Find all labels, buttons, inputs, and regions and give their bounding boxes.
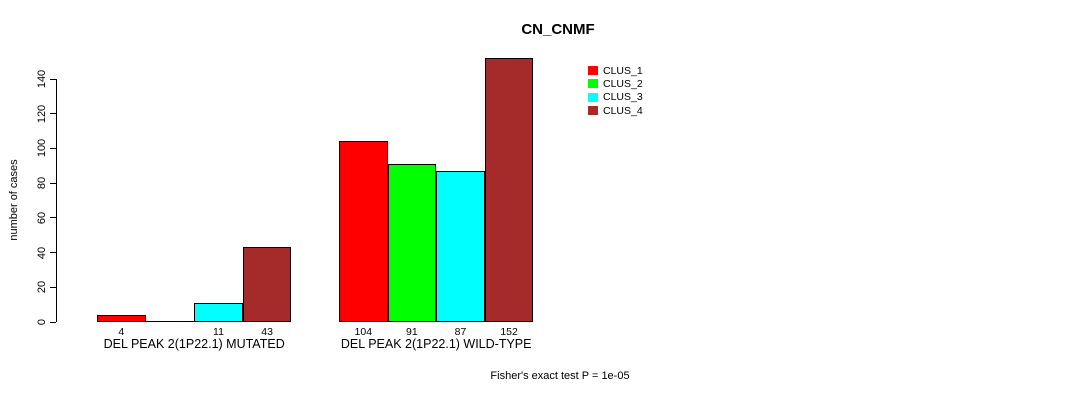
y-tick-label: 20 — [36, 281, 48, 294]
bar-value-label: 11 — [213, 326, 224, 338]
y-tick — [50, 78, 56, 80]
bar-clus_4-group1 — [242, 247, 292, 322]
bar-clus_3-group2 — [436, 170, 485, 322]
y-axis-label: number of cases — [8, 159, 20, 241]
y-tick — [50, 113, 56, 115]
y-tick-label: 40 — [36, 246, 48, 259]
legend-item-clus_2: CLUS_2 — [588, 77, 643, 90]
y-tick — [50, 147, 56, 149]
bar-clus_2-group2 — [387, 164, 437, 322]
legend: CLUS_1 CLUS_2 CLUS_3 CLUS_4 — [588, 64, 643, 117]
annotation-fisher-test: Fisher's exact test P = 1e-05 — [490, 370, 630, 382]
legend-item-clus_1: CLUS_1 — [588, 64, 643, 77]
legend-label: CLUS_3 — [603, 91, 643, 104]
legend-item-clus_4: CLUS_4 — [588, 104, 643, 117]
chart-title: CN_CNMF — [521, 21, 595, 38]
y-tick — [50, 321, 56, 323]
bar-value-label: 152 — [500, 326, 518, 338]
bar-value-label: 91 — [406, 326, 418, 338]
bar-clus_2-group1-zero — [145, 321, 195, 322]
y-tick-label: 120 — [36, 104, 48, 123]
y-tick — [50, 286, 56, 288]
legend-label: CLUS_1 — [603, 64, 643, 77]
bar-value-label: 87 — [454, 326, 467, 338]
y-tick — [50, 182, 56, 184]
y-tick-label: 0 — [36, 318, 48, 326]
y-tick-label: 100 — [36, 139, 48, 158]
legend-label: CLUS_4 — [603, 104, 643, 117]
bar-clus_1-group2 — [339, 141, 388, 322]
legend-swatch-clus_3 — [588, 92, 598, 102]
y-tick-label: 140 — [36, 69, 48, 89]
bar-clus_4-group2 — [484, 58, 534, 322]
y-axis-line — [56, 79, 57, 322]
legend-item-clus_3: CLUS_3 — [588, 91, 643, 104]
x-category-label: DEL PEAK 2(1P22.1) MUTATED — [103, 337, 285, 351]
legend-swatch-clus_2 — [588, 79, 598, 89]
y-tick — [50, 252, 56, 254]
bar-value-label: 104 — [354, 326, 373, 338]
bar-value-label: 4 — [118, 326, 125, 338]
bar-clus_3-group1 — [194, 302, 243, 322]
legend-label: CLUS_2 — [603, 77, 643, 90]
y-tick-label: 60 — [36, 211, 48, 224]
bar-value-label: 43 — [261, 326, 273, 338]
y-tick — [50, 217, 56, 219]
legend-swatch-clus_1 — [588, 66, 598, 76]
x-category-label: DEL PEAK 2(1P22.1) WILD-TYPE — [340, 337, 532, 351]
bar-clus_1-group1 — [97, 315, 146, 322]
y-tick-label: 80 — [36, 177, 48, 190]
legend-swatch-clus_4 — [588, 106, 598, 116]
